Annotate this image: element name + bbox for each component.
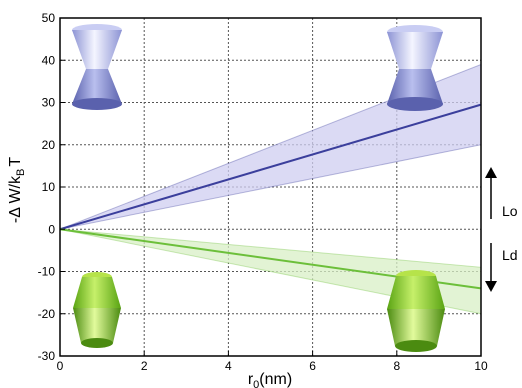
y-tick-label: 40 [42,53,56,67]
x-tick-label: 6 [309,359,316,373]
y-tick-label: -10 [38,265,56,279]
y-tick-label: 30 [42,96,56,110]
y-tick-label: 10 [42,180,56,194]
y-tick-label: 0 [48,222,55,236]
axis-ticks: 0 2 4 6 8 10 -30 -20 -10 0 10 20 30 40 50 [38,11,488,373]
x-tick-label: 8 [393,359,400,373]
arrow-down-icon [485,281,497,292]
x-tick-label: 2 [141,359,148,373]
ld-annotation: Ld [485,243,518,292]
series-0-line [59,103,482,231]
arrow-up-icon [485,167,497,178]
ld-label: Ld [502,247,518,263]
y-tick-label: -30 [38,349,56,363]
lo-annotation: Lo [485,167,518,219]
y-axis-label: -Δ W/kBT [7,157,27,223]
y-tick-label: 50 [42,11,56,25]
green-barrel-cylinder-icon [73,272,121,348]
x-tick-label: 4 [225,359,232,373]
illustrations [72,24,445,352]
green-barrel-cylinder-icon-large [387,270,445,352]
x-tick-label: 10 [474,359,488,373]
blue-hourglass-cone-icon-large [387,25,443,111]
y-tick-label: 20 [42,138,56,152]
x-tick-label: 0 [57,359,64,373]
y-tick-label: -20 [38,307,56,321]
x-axis-label: r0(nm) [248,371,292,388]
blue-hourglass-cone-icon [72,24,122,110]
lo-label: Lo [502,203,518,219]
